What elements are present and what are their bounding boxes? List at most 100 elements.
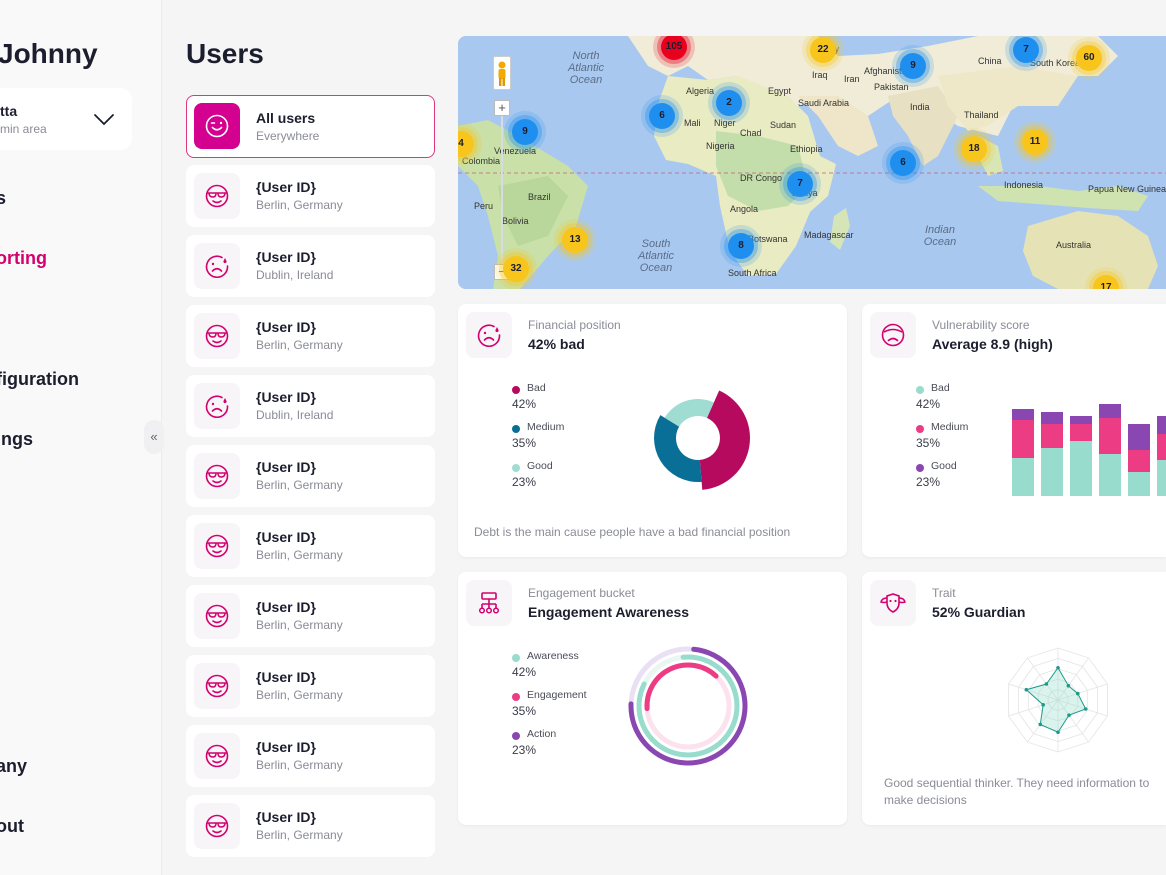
legend-value: 23%: [512, 475, 537, 489]
country-label: Iraq: [812, 70, 828, 80]
country-label: Thailand: [964, 110, 999, 120]
map-cluster-marker[interactable]: 60: [1076, 45, 1102, 71]
sunglasses-face-icon: [194, 803, 240, 849]
map-cluster-marker[interactable]: 4: [458, 131, 474, 157]
user-location: Berlin, Germany: [256, 828, 343, 842]
card-subtitle: Vulnerability score: [932, 318, 1030, 332]
user-card[interactable]: {User ID} Berlin, Germany: [186, 305, 435, 367]
sunglasses-face-icon: [194, 453, 240, 499]
country-label: Botswana: [748, 234, 788, 244]
map-cluster-marker[interactable]: 105: [661, 36, 687, 60]
user-card[interactable]: {User ID} Berlin, Germany: [186, 165, 435, 227]
card-subtitle: Financial position: [528, 318, 621, 332]
nav-item-logout[interactable]: out: [0, 816, 24, 836]
map-cluster-marker[interactable]: 9: [512, 119, 538, 145]
map-cluster-marker[interactable]: 7: [787, 171, 813, 197]
user-location: Berlin, Germany: [256, 478, 343, 492]
nav-item-users[interactable]: s: [0, 188, 7, 208]
trait-card: Trait 52% Guardian Good sequential think…: [862, 572, 1166, 825]
user-name: {User ID}: [256, 739, 316, 755]
country-label: Colombia: [462, 156, 501, 166]
country-label: Papua New Guinea: [1088, 184, 1166, 194]
user-card[interactable]: {User ID} Berlin, Germany: [186, 585, 435, 647]
user-card[interactable]: {User ID} Dublin, Ireland: [186, 235, 435, 297]
card-header: Trait 52% Guardian: [862, 572, 1152, 632]
zoom-in-button[interactable]: +: [494, 100, 510, 116]
bar-segment-good: [1157, 416, 1166, 434]
country-label: Niger: [714, 118, 736, 128]
legend-label: Action: [527, 728, 557, 740]
nav-item-configuration[interactable]: figuration: [0, 369, 79, 389]
map-cluster-marker[interactable]: 7: [1013, 37, 1039, 63]
ocean-label: South Atlantic Ocean: [637, 238, 675, 274]
bar-segment-bad: [1012, 458, 1034, 496]
user-card[interactable]: {User ID} Berlin, Germany: [186, 515, 435, 577]
ring-arc-action: [628, 646, 748, 766]
card-title: Engagement Awareness: [528, 604, 690, 620]
user-card-all[interactable]: All users Everywhere: [186, 95, 435, 158]
legend-dot: [512, 732, 520, 740]
country-label: Venezuela: [494, 146, 537, 156]
legend-label: Good: [527, 460, 553, 472]
world-map[interactable]: North Atlantic Ocean South Atlantic Ocea…: [458, 36, 1166, 289]
legend-dot: [916, 464, 924, 472]
financial-position-card: Financial position 42% bad Bad 42% Medium…: [458, 304, 847, 557]
radar-point: [1067, 713, 1071, 717]
map-cluster-marker[interactable]: 8: [728, 233, 754, 259]
map-cluster-marker[interactable]: 6: [890, 150, 916, 176]
country-label: Iran: [844, 74, 860, 84]
user-name: All users: [256, 110, 316, 126]
bar-segment-medium: [1070, 424, 1092, 441]
legend-dot: [512, 654, 520, 662]
radar-axis: [1008, 699, 1059, 717]
map-cluster-marker[interactable]: 18: [961, 136, 987, 162]
map-canvas: [458, 36, 1166, 289]
country-label: India: [910, 102, 930, 112]
collapse-sidebar-button[interactable]: «: [144, 420, 164, 454]
hierarchy-icon: [466, 580, 512, 626]
street-view-pegman[interactable]: [493, 56, 511, 90]
radar-point: [1038, 722, 1043, 727]
bar-segment-bad: [1128, 472, 1150, 496]
radar-point: [1024, 687, 1029, 692]
nav-item-company[interactable]: any: [0, 756, 28, 776]
zoom-slider[interactable]: [501, 116, 503, 264]
sad-face-icon: [466, 312, 512, 358]
user-card[interactable]: {User ID} Berlin, Germany: [186, 725, 435, 787]
org-switcher[interactable]: tta min area: [0, 88, 132, 150]
legend-dot: [916, 386, 924, 394]
country-label: Egypt: [768, 86, 792, 96]
sunglasses-face-icon: [194, 593, 240, 639]
legend-dot: [512, 386, 520, 394]
nav-item-settings[interactable]: ings: [0, 429, 34, 449]
ring-arc-engagement: [644, 662, 719, 712]
user-name: {User ID}: [256, 459, 316, 475]
donut-slice-bad: [699, 390, 750, 490]
country-label: Bolivia: [502, 216, 529, 226]
map-cluster-marker[interactable]: 13: [562, 227, 588, 253]
card-header: Vulnerability score Average 8.9 (high): [862, 304, 1150, 364]
nav-item-reporting[interactable]: orting: [0, 248, 47, 268]
ocean-label: North Atlantic Ocean: [567, 50, 605, 86]
map-cluster-marker[interactable]: 11: [1022, 129, 1048, 155]
user-card[interactable]: {User ID} Berlin, Germany: [186, 655, 435, 717]
map-cluster-marker[interactable]: 9: [900, 53, 926, 79]
org-subtitle: min area: [0, 122, 47, 136]
map-cluster-marker[interactable]: 17: [1093, 275, 1119, 289]
user-card[interactable]: {User ID} Berlin, Germany: [186, 445, 435, 507]
legend-value: 23%: [916, 475, 941, 489]
map-cluster-marker[interactable]: 6: [649, 103, 675, 129]
map-cluster-marker[interactable]: 2: [716, 90, 742, 116]
legend-value: 42%: [512, 397, 537, 411]
radar-axis: [1027, 699, 1059, 743]
donut-slice-good: [664, 399, 714, 427]
country-label: DR Congo: [740, 173, 783, 183]
user-card[interactable]: {User ID} Dublin, Ireland: [186, 375, 435, 437]
legend-dot: [916, 425, 924, 433]
legend-label: Bad: [931, 382, 950, 394]
country-label: Saudi Arabia: [798, 98, 850, 108]
user-card[interactable]: {User ID} Berlin, Germany: [186, 795, 435, 857]
card-title: 42% bad: [528, 336, 585, 352]
map-cluster-marker[interactable]: 32: [503, 256, 529, 282]
map-cluster-marker[interactable]: 22: [810, 37, 836, 63]
